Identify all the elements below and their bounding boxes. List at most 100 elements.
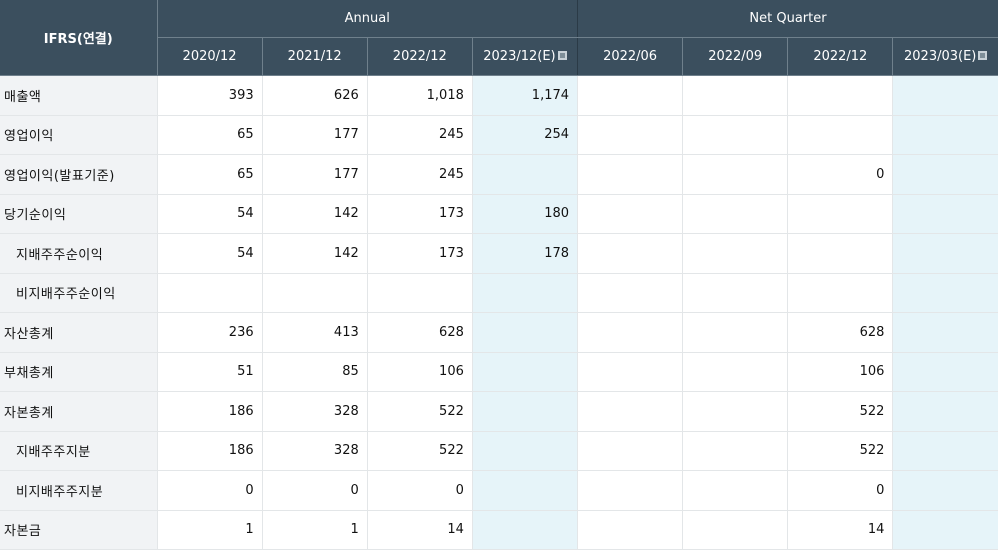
table-cell bbox=[577, 510, 683, 550]
table-cell bbox=[682, 115, 788, 155]
table-cell bbox=[577, 75, 683, 116]
table-cell: 0 bbox=[366, 470, 473, 511]
table-cell: 0 bbox=[787, 154, 893, 195]
period-header: 2022/09 bbox=[682, 37, 788, 76]
table-cell bbox=[577, 391, 683, 432]
period-header: 2022/12 bbox=[366, 37, 473, 76]
table-cell: 1,174 bbox=[471, 75, 578, 116]
table-cell: 1,018 bbox=[366, 75, 473, 116]
ifrs-header: IFRS(연결) bbox=[0, 0, 157, 76]
table-row: 자본금 1 1 14 14 bbox=[0, 510, 998, 550]
table-cell: 173 bbox=[366, 233, 473, 274]
table-row: 자산총계 236 413 628 628 bbox=[0, 312, 998, 353]
estimate-info-icon[interactable] bbox=[557, 51, 567, 60]
table-cell bbox=[682, 391, 788, 432]
table-cell bbox=[787, 273, 893, 313]
table-cell: 177 bbox=[261, 154, 368, 195]
table-cell bbox=[471, 391, 578, 432]
table-cell: 245 bbox=[366, 115, 473, 155]
table-cell bbox=[892, 312, 998, 353]
table-cell bbox=[787, 233, 893, 274]
row-label: 자본금 bbox=[0, 510, 157, 550]
table-cell bbox=[471, 510, 578, 550]
table-cell bbox=[787, 115, 893, 155]
table-cell bbox=[892, 510, 998, 550]
table-cell bbox=[892, 194, 998, 234]
row-label: 자본총계 bbox=[0, 391, 157, 432]
table-cell bbox=[471, 154, 578, 195]
table-cell: 626 bbox=[261, 75, 368, 116]
table-cell: 254 bbox=[471, 115, 578, 155]
table-cell bbox=[261, 273, 368, 313]
table-cell bbox=[682, 273, 788, 313]
period-header-estimate: 2023/03(E) bbox=[892, 37, 998, 76]
row-label: 자산총계 bbox=[0, 312, 157, 353]
table-cell: 54 bbox=[156, 233, 263, 274]
table-cell bbox=[682, 233, 788, 274]
table-cell bbox=[577, 431, 683, 471]
table-row: 자본총계 186 328 522 522 bbox=[0, 391, 998, 432]
row-label: 지배주주지분 bbox=[0, 431, 157, 471]
row-label: 매출액 bbox=[0, 75, 157, 116]
table-cell: 54 bbox=[156, 194, 263, 234]
table-cell bbox=[682, 431, 788, 471]
table-cell bbox=[471, 431, 578, 471]
table-cell bbox=[892, 233, 998, 274]
table-cell: 178 bbox=[471, 233, 578, 274]
table-cell bbox=[787, 75, 893, 116]
table-cell bbox=[787, 194, 893, 234]
table-row: 영업이익(발표기준) 65 177 245 0 bbox=[0, 154, 998, 195]
table-cell: 328 bbox=[261, 391, 368, 432]
row-label: 비지배주주순이익 bbox=[0, 273, 157, 313]
table-cell bbox=[892, 154, 998, 195]
table-cell: 14 bbox=[787, 510, 893, 550]
row-label: 부채총계 bbox=[0, 352, 157, 392]
table-cell bbox=[577, 352, 683, 392]
table-cell: 0 bbox=[156, 470, 263, 511]
table-cell: 522 bbox=[366, 431, 473, 471]
table-cell bbox=[892, 352, 998, 392]
table-body: 매출액 393 626 1,018 1,174 영업이익 65 177 245 254 영업이익(발… bbox=[0, 75, 998, 550]
table-cell bbox=[892, 115, 998, 155]
table-cell bbox=[471, 273, 578, 313]
table-cell: 413 bbox=[261, 312, 368, 353]
table-cell bbox=[577, 194, 683, 234]
table-row: 비지배주주순이익 bbox=[0, 273, 998, 313]
table-cell: 522 bbox=[787, 391, 893, 432]
table-cell: 85 bbox=[261, 352, 368, 392]
table-row: 매출액 393 626 1,018 1,174 bbox=[0, 75, 998, 116]
table-cell: 186 bbox=[156, 431, 263, 471]
table-cell bbox=[366, 273, 473, 313]
table-cell bbox=[577, 115, 683, 155]
table-cell bbox=[471, 352, 578, 392]
table-cell bbox=[682, 352, 788, 392]
table-cell: 1 bbox=[261, 510, 368, 550]
table-cell: 245 bbox=[366, 154, 473, 195]
table-cell bbox=[577, 154, 683, 195]
row-label: 비지배주주지분 bbox=[0, 470, 157, 511]
table-row: 지배주주순이익 54 142 173 178 bbox=[0, 233, 998, 274]
table-cell: 106 bbox=[366, 352, 473, 392]
row-label: 영업이익 bbox=[0, 115, 157, 155]
table-cell: 393 bbox=[156, 75, 263, 116]
table-cell bbox=[577, 470, 683, 511]
table-row: 당기순이익 54 142 173 180 bbox=[0, 194, 998, 234]
table-cell bbox=[471, 470, 578, 511]
table-cell: 328 bbox=[261, 431, 368, 471]
table-row: 영업이익 65 177 245 254 bbox=[0, 115, 998, 155]
table-cell: 65 bbox=[156, 115, 263, 155]
row-label: 영업이익(발표기준) bbox=[0, 154, 157, 195]
estimate-info-icon[interactable] bbox=[978, 51, 988, 60]
table-cell: 628 bbox=[787, 312, 893, 353]
table-cell: 186 bbox=[156, 391, 263, 432]
table-row: 비지배주주지분 0 0 0 0 bbox=[0, 470, 998, 511]
row-label: 당기순이익 bbox=[0, 194, 157, 234]
period-header: 2022/06 bbox=[577, 37, 683, 76]
table-cell bbox=[577, 273, 683, 313]
table-cell: 173 bbox=[366, 194, 473, 234]
period-header: 2021/12 bbox=[261, 37, 368, 76]
period-header: 2022/12 bbox=[787, 37, 893, 76]
table-cell: 51 bbox=[156, 352, 263, 392]
table-cell bbox=[471, 312, 578, 353]
